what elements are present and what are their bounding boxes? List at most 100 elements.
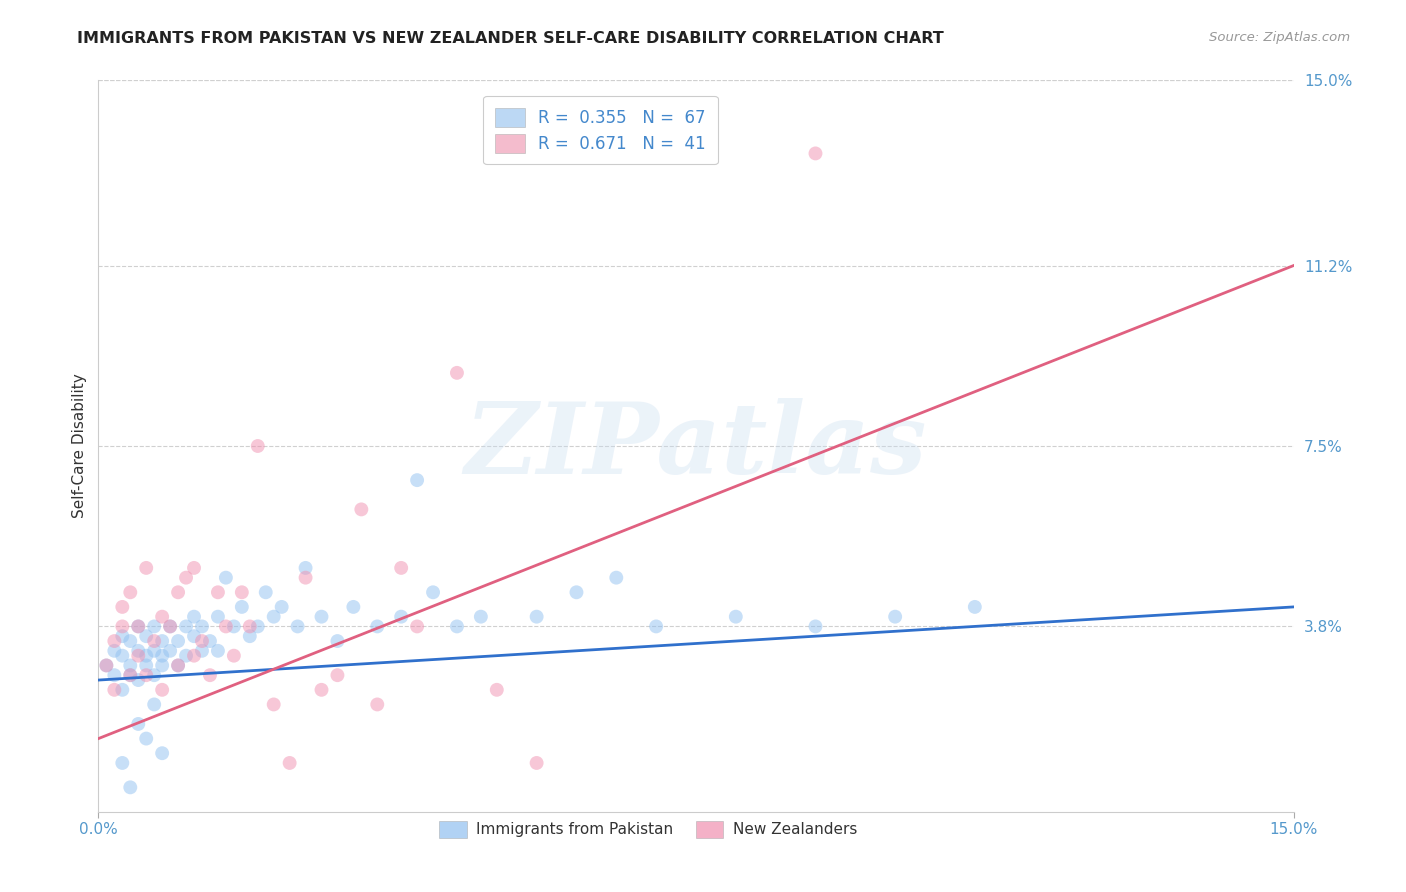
Point [120,634,142,648]
Point [135,731,157,746]
Point [120,780,142,795]
Point [294,571,316,585]
Point [103,644,125,658]
Point [215,571,238,585]
Legend: Immigrants from Pakistan, New Zealanders: Immigrants from Pakistan, New Zealanders [433,814,863,845]
Point [183,648,205,663]
Point [143,698,166,712]
Point [174,619,197,633]
Point [150,609,173,624]
Point [111,599,134,614]
Point [198,668,221,682]
Point [127,619,149,633]
Point [167,634,190,648]
Point [366,698,388,712]
Point [239,629,262,643]
Point [446,619,468,633]
Point [96,658,118,673]
Point [263,698,285,712]
Point [135,658,157,673]
Point [135,561,157,575]
Point [270,599,292,614]
Point [485,682,508,697]
Point [120,668,142,682]
Point [278,756,301,770]
Point [294,561,316,575]
Point [143,668,166,682]
Point [120,668,142,682]
Point [389,609,412,624]
Point [311,609,333,624]
Point [174,648,197,663]
Point [159,644,181,658]
Point [127,717,149,731]
Point [605,571,627,585]
Point [120,585,142,599]
Point [246,619,269,633]
Point [526,756,548,770]
Point [174,571,197,585]
Point [963,599,986,614]
Point [183,561,205,575]
Point [222,619,245,633]
Point [111,629,134,643]
Point [263,609,285,624]
Point [159,619,181,633]
Point [406,473,429,487]
Point [191,634,214,648]
Point [246,439,269,453]
Point [311,682,333,697]
Point [150,746,173,760]
Point [207,644,229,658]
Point [422,585,444,599]
Point [191,619,214,633]
Point [183,609,205,624]
Point [150,682,173,697]
Point [143,619,166,633]
Point [135,668,157,682]
Point [103,668,125,682]
Point [254,585,277,599]
Point [207,609,229,624]
Point [239,619,262,633]
Point [446,366,468,380]
Point [342,599,364,614]
Point [127,619,149,633]
Point [127,648,149,663]
Text: ZIPatlas: ZIPatlas [465,398,927,494]
Point [326,634,349,648]
Point [96,658,118,673]
Point [724,609,747,624]
Point [167,658,190,673]
Point [207,585,229,599]
Point [111,648,134,663]
Point [120,658,142,673]
Point [111,682,134,697]
Text: IMMIGRANTS FROM PAKISTAN VS NEW ZEALANDER SELF-CARE DISABILITY CORRELATION CHART: IMMIGRANTS FROM PAKISTAN VS NEW ZEALANDE… [77,31,943,46]
Point [159,619,181,633]
Point [135,629,157,643]
Point [103,682,125,697]
Point [215,619,238,633]
Point [645,619,668,633]
Point [150,648,173,663]
Point [103,634,125,648]
Point [127,673,149,687]
Point [135,648,157,663]
Point [326,668,349,682]
Text: Source: ZipAtlas.com: Source: ZipAtlas.com [1209,31,1350,45]
Point [198,634,221,648]
Point [350,502,373,516]
Point [231,585,253,599]
Point [470,609,492,624]
Point [150,634,173,648]
Point [804,619,827,633]
Point [143,644,166,658]
Point [804,146,827,161]
Point [191,644,214,658]
Point [183,629,205,643]
Point [406,619,429,633]
Point [884,609,907,624]
Point [231,599,253,614]
Point [389,561,412,575]
